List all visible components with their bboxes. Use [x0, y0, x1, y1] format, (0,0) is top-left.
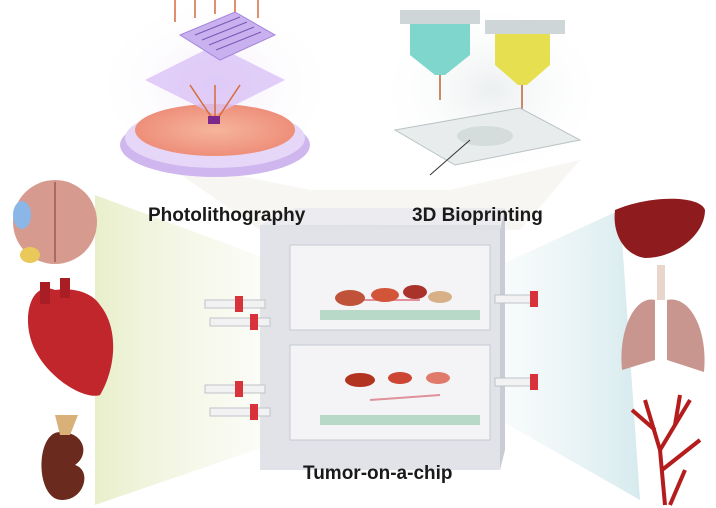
kidney-icon — [41, 415, 85, 500]
blood-vessels-icon — [630, 394, 702, 506]
beam-left — [95, 195, 270, 505]
bioprinting-illustration — [374, 0, 610, 182]
tumor-on-a-chip-device — [204, 208, 538, 470]
tumor-on-a-chip-label: Tumor-on-a-chip — [303, 463, 453, 484]
heart-icon — [27, 278, 114, 396]
photolithography-label: Photolithography — [148, 205, 306, 226]
liver-icon — [614, 198, 705, 258]
lungs-icon — [621, 265, 705, 372]
brain-icon — [13, 180, 97, 264]
photolithography-illustration — [90, 0, 340, 177]
beam-right — [500, 210, 640, 500]
bioprinting-label: 3D Bioprinting — [412, 205, 543, 226]
